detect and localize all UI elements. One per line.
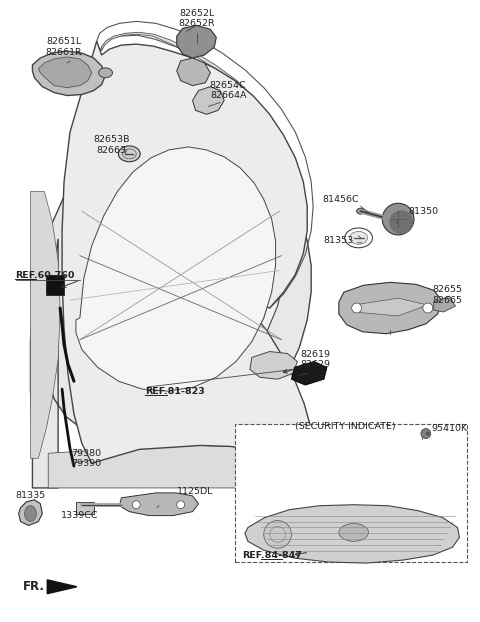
Text: 82651L
82661R: 82651L 82661R	[46, 37, 83, 57]
Polygon shape	[30, 192, 60, 458]
Text: 81456C: 81456C	[323, 195, 359, 204]
Text: 81353: 81353	[324, 236, 354, 245]
Polygon shape	[245, 504, 459, 563]
Text: FR.: FR.	[23, 580, 45, 593]
Text: 81350: 81350	[409, 207, 439, 216]
Ellipse shape	[339, 524, 369, 541]
Text: 79380
79390: 79380 79390	[71, 448, 101, 468]
Polygon shape	[30, 130, 311, 488]
Text: 82655
82665: 82655 82665	[432, 285, 463, 305]
Polygon shape	[48, 445, 315, 488]
Circle shape	[177, 501, 185, 509]
Circle shape	[264, 521, 291, 548]
Polygon shape	[47, 580, 77, 593]
Bar	[235, 424, 468, 562]
Bar	[46, 276, 64, 295]
Ellipse shape	[24, 506, 36, 521]
Circle shape	[426, 432, 430, 435]
Text: 82653B
82663: 82653B 82663	[93, 135, 130, 155]
Polygon shape	[250, 351, 297, 379]
Circle shape	[421, 429, 431, 439]
Polygon shape	[434, 296, 456, 312]
Text: 1339CC: 1339CC	[61, 511, 98, 520]
Polygon shape	[76, 147, 276, 391]
Text: 95410K: 95410K	[432, 424, 468, 433]
Text: 82652L
82652R: 82652L 82652R	[178, 9, 215, 28]
Polygon shape	[120, 493, 199, 516]
Polygon shape	[291, 361, 327, 385]
Circle shape	[383, 203, 414, 235]
Polygon shape	[339, 282, 442, 334]
Text: 1125DL: 1125DL	[177, 488, 214, 496]
Ellipse shape	[357, 208, 364, 214]
Polygon shape	[177, 58, 210, 86]
Text: 81335: 81335	[15, 491, 46, 500]
Circle shape	[423, 303, 433, 313]
Polygon shape	[177, 26, 216, 58]
Polygon shape	[62, 41, 315, 478]
Polygon shape	[33, 51, 106, 96]
Polygon shape	[19, 500, 42, 526]
Text: (SECURITY INDICATE): (SECURITY INDICATE)	[295, 422, 396, 431]
Circle shape	[352, 303, 361, 313]
Polygon shape	[354, 298, 428, 316]
Text: REF.84-847: REF.84-847	[242, 550, 301, 560]
Ellipse shape	[350, 231, 368, 244]
Polygon shape	[192, 86, 224, 114]
Polygon shape	[64, 140, 286, 402]
Polygon shape	[38, 57, 92, 88]
Circle shape	[132, 501, 140, 509]
Text: REF.60-760: REF.60-760	[14, 271, 74, 280]
Text: 82654C
82664A: 82654C 82664A	[210, 81, 246, 100]
Ellipse shape	[119, 146, 140, 162]
Text: REF.81-823: REF.81-823	[145, 386, 205, 396]
Text: 82619
82629: 82619 82629	[300, 350, 330, 369]
Ellipse shape	[99, 68, 112, 78]
Circle shape	[389, 210, 413, 234]
Polygon shape	[102, 32, 301, 302]
Bar	[76, 502, 94, 514]
